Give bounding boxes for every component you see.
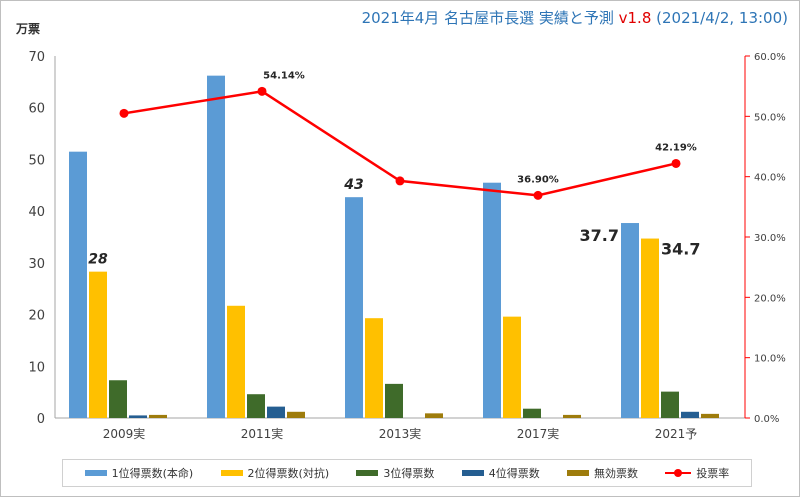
- bar-5: [425, 413, 443, 418]
- bar-2: [89, 271, 107, 418]
- bar-data-label: 28: [88, 252, 108, 268]
- bar-3: [247, 394, 265, 418]
- bar-3: [661, 391, 679, 418]
- y2-tick-label: 10.0%: [754, 354, 786, 365]
- bar-5: [701, 413, 719, 418]
- turnout-point: [671, 158, 681, 168]
- bar-2: [503, 316, 521, 418]
- bar-5: [287, 411, 305, 418]
- bar-1: [483, 182, 501, 418]
- y2-tick-label: 0.0%: [754, 414, 779, 425]
- y-tick-label: 60: [28, 102, 45, 117]
- y2-tick-label: 60.0%: [754, 52, 786, 63]
- y2-tick-label: 20.0%: [754, 293, 786, 304]
- bar-4: [129, 415, 147, 418]
- legend-label-1: 1位得票数(本命): [111, 467, 194, 480]
- bar-data-label: 34.7: [661, 240, 700, 259]
- chart-title: 2021年4月 名古屋市長選 実績と予測 v1.8 (2021/4/2, 13:…: [362, 7, 788, 28]
- turnout-point: [119, 108, 129, 118]
- y-tick-label: 30: [28, 257, 45, 272]
- turnout-data-label: 36.90%: [517, 174, 559, 185]
- legend-label-turnout: 投票率: [696, 467, 730, 480]
- legend-item-series-5: 無効票数: [567, 465, 638, 481]
- bar-1: [207, 75, 225, 418]
- turnout-point: [533, 190, 543, 200]
- turnout-point: [257, 86, 267, 96]
- legend-label-3: 3位得票数: [383, 467, 435, 480]
- y-tick-label: 50: [28, 153, 45, 168]
- turnout-data-label: 42.19%: [655, 142, 697, 153]
- x-tick-label: 2009実: [103, 426, 146, 441]
- legend: 1位得票数(本命) 2位得票数(対抗) 3位得票数 4位得票数 無効票数 投票率: [62, 459, 752, 487]
- bar-1: [69, 151, 87, 418]
- legend-item-series-2: 2位得票数(対抗): [220, 465, 330, 481]
- bar-4: [267, 406, 285, 418]
- y2-tick-label: 40.0%: [754, 173, 786, 184]
- bar-5: [149, 414, 167, 418]
- legend-swatch-2: [220, 470, 243, 476]
- bar-4: [681, 411, 699, 418]
- y-tick-label: 10: [28, 360, 45, 375]
- x-tick-label: 2017実: [517, 426, 560, 441]
- turnout-point: [395, 176, 405, 186]
- x-tick-label: 2013実: [379, 426, 422, 441]
- y2-tick-label: 30.0%: [754, 233, 786, 244]
- bar-data-label: 43: [343, 177, 363, 193]
- legend-swatch-1: [84, 470, 107, 476]
- y-axis-unit: 万票: [16, 22, 41, 36]
- legend-item-turnout: 投票率: [665, 465, 729, 481]
- legend-line-marker-icon: [665, 468, 692, 478]
- bar-2: [365, 318, 383, 418]
- y2-tick-label: 50.0%: [754, 112, 786, 123]
- y-tick-label: 20: [28, 309, 45, 324]
- x-tick-label: 2021予: [655, 427, 698, 441]
- legend-label-2: 2位得票数(対抗): [247, 467, 330, 480]
- bar-3: [523, 408, 541, 418]
- x-tick-label: 2011実: [241, 426, 284, 441]
- legend-item-series-3: 3位得票数: [356, 465, 434, 481]
- turnout-data-label: 54.14%: [263, 70, 305, 81]
- legend-label-4: 4位得票数: [488, 467, 540, 480]
- title-main: 2021年4月 名古屋市長選 実績と予測: [361, 9, 614, 27]
- y-tick-label: 0: [37, 412, 45, 427]
- bar-1: [345, 197, 363, 418]
- bar-data-label: 37.7: [580, 226, 619, 245]
- title-version: v1.8: [618, 9, 652, 27]
- legend-label-5: 無効票数: [594, 467, 639, 480]
- legend-swatch-4: [461, 470, 484, 476]
- bar-3: [109, 380, 127, 418]
- y-tick-label: 70: [28, 50, 45, 65]
- y-tick-label: 40: [28, 205, 45, 220]
- legend-swatch-5: [567, 470, 590, 476]
- bar-1: [621, 223, 639, 418]
- legend-item-series-1: 1位得票数(本命): [84, 465, 194, 481]
- bar-2: [641, 238, 659, 418]
- legend-item-series-4: 4位得票数: [461, 465, 540, 481]
- title-timestamp: (2021/4/2, 13:00): [656, 9, 788, 27]
- bar-5: [563, 414, 581, 418]
- bar-3: [385, 383, 403, 418]
- bar-2: [227, 305, 245, 418]
- legend-swatch-3: [356, 470, 379, 476]
